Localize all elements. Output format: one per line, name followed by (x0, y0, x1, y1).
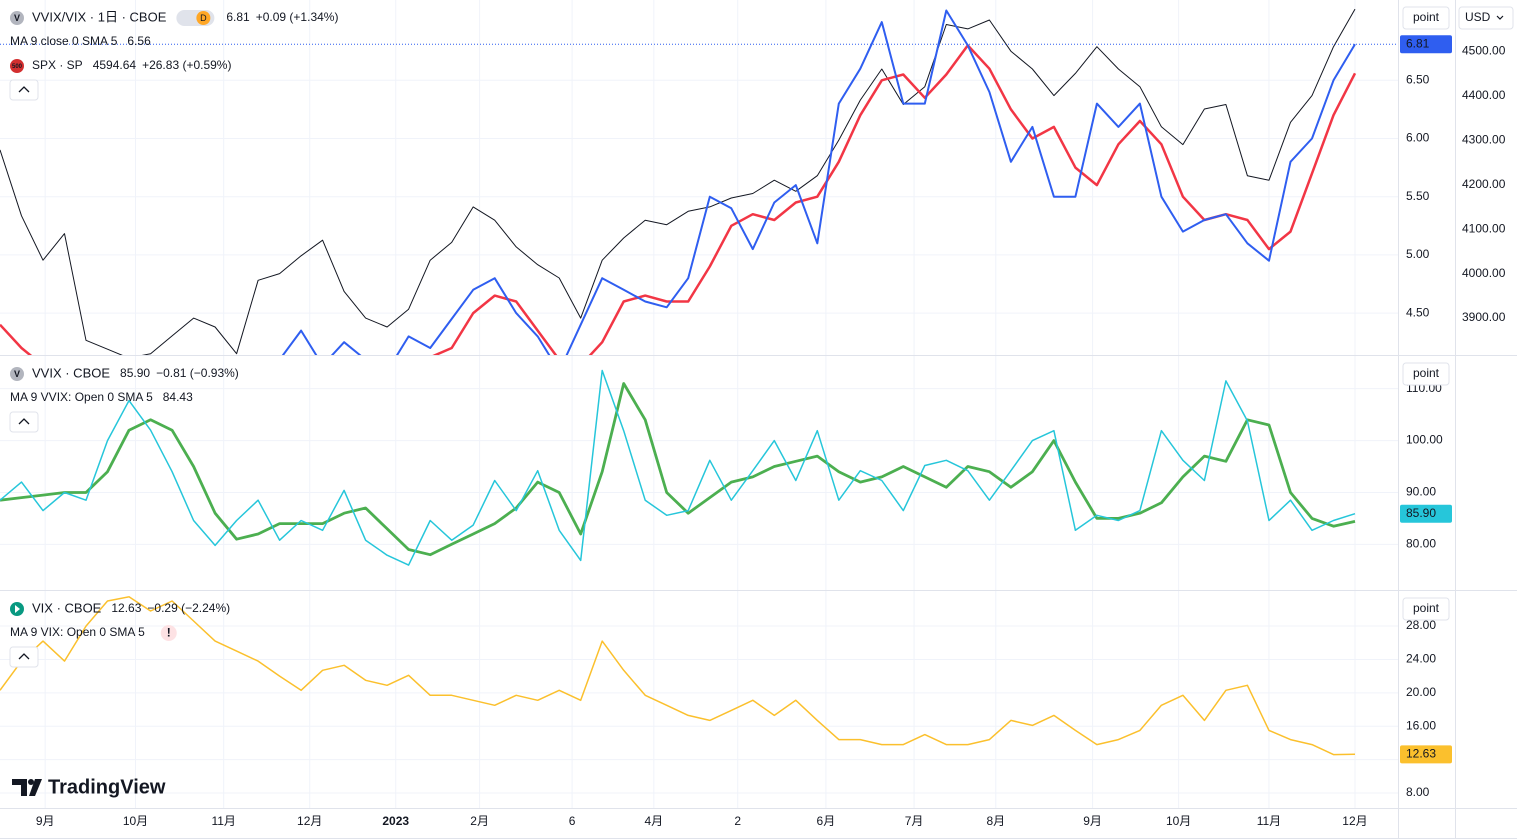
scale-mode-label[interactable]: point (1413, 10, 1440, 24)
line-series (0, 369, 1356, 566)
symbol-icon-text: V (14, 13, 20, 23)
last-value-label: 85.90 (1406, 506, 1436, 520)
scale-mode-button[interactable] (1402, 6, 1450, 30)
interval-badge-text: D (200, 13, 207, 23)
currency-button[interactable] (1458, 6, 1514, 30)
x-tick-label: 2月 (470, 814, 489, 828)
symbol-icon (10, 59, 24, 73)
legend-name: SPX · SP (32, 58, 83, 72)
last-value-box (1400, 504, 1452, 523)
symbol-icon-arrow (15, 605, 20, 613)
y-tick-label: 80.00 (1406, 537, 1436, 551)
indicator-name: MA 9 VIX: Open 0 SMA 5 (10, 625, 145, 639)
legend-name: VVIX · CBOE (32, 365, 110, 380)
line-series (0, 8, 1356, 355)
indicator-status-badge (160, 625, 177, 641)
x-tick-label: 6 (569, 814, 576, 828)
currency-chevron (1496, 15, 1504, 20)
currency-label[interactable]: USD (1465, 10, 1491, 24)
scale-mode-button[interactable] (1402, 597, 1450, 621)
x-tick-label: 12月 (297, 814, 322, 828)
last-value-box (1400, 35, 1452, 54)
collapse-chevron (18, 86, 30, 93)
scale-mode-label[interactable]: point (1413, 601, 1440, 615)
last-value-label: 6.81 (1406, 36, 1430, 50)
x-tick-label: 2023 (382, 814, 409, 828)
scale-mode-label[interactable]: point (1413, 366, 1440, 380)
legend-change: +0.09 (+1.34%) (256, 10, 339, 24)
line-series (0, 596, 1356, 756)
collapse-chevron (18, 653, 30, 660)
symbol-icon-text: 500 (12, 64, 23, 70)
y-tick-label: 6.00 (1406, 131, 1430, 145)
legend-name: MA 9 close 0 SMA 5 (10, 34, 118, 48)
legend-change: +26.83 (+0.59%) (142, 58, 231, 72)
scale-mode-button[interactable] (1402, 362, 1450, 386)
y2-tick-label: 4000.00 (1462, 266, 1506, 280)
collapse-chevron (18, 418, 30, 425)
x-tick-label: 8月 (986, 814, 1005, 828)
brand-logo (12, 779, 27, 796)
y2-tick-label: 3900.00 (1462, 310, 1506, 324)
collapse-button[interactable] (9, 646, 39, 668)
symbol-icon (10, 367, 24, 381)
x-tick-label: 11月 (1257, 814, 1281, 828)
brand-logo-dot (28, 779, 34, 785)
line-series (0, 44, 1357, 355)
brand-name: TradingView (48, 776, 166, 798)
last-value-box (1400, 745, 1452, 764)
collapse-button[interactable] (9, 411, 39, 433)
symbol-icon-text: V (14, 369, 20, 379)
x-tick-label: 12月 (1342, 814, 1367, 828)
y-tick-label: 90.00 (1406, 485, 1436, 499)
legend-value: 6.56 (127, 34, 151, 48)
x-tick-label: 4月 (644, 814, 663, 828)
y-tick-label: 28.00 (1406, 618, 1436, 632)
legend-value: 12.63 (111, 601, 141, 615)
interval-badge (196, 11, 211, 25)
legend-value: 6.81 (226, 10, 250, 24)
x-tick-label: 9月 (1083, 814, 1102, 828)
y-tick-label: 4.50 (1406, 305, 1430, 319)
legend-name: VIX · CBOE (32, 600, 102, 615)
legend-change: −0.81 (−0.93%) (156, 366, 239, 380)
indicator-status: ! (167, 626, 171, 640)
line-series (281, 9, 1356, 355)
y-tick-label: 100.00 (1406, 433, 1443, 447)
x-tick-label: 6月 (817, 814, 836, 828)
y2-tick-label: 4200.00 (1462, 177, 1506, 191)
y-tick-label: 8.00 (1406, 785, 1430, 799)
legend-name: VVIX/VIX · 1日 · CBOE (32, 9, 167, 24)
x-tick-label: 7月 (905, 814, 924, 828)
legend-value: 84.43 (163, 390, 193, 404)
collapse-button[interactable] (9, 79, 39, 101)
y-tick-label: 5.00 (1406, 247, 1430, 261)
y2-tick-label: 4100.00 (1462, 221, 1506, 235)
legend-name: MA 9 VVIX: Open 0 SMA 5 (10, 390, 153, 404)
brand-logo-slash (29, 779, 42, 796)
legend-value: 4594.64 (93, 58, 137, 72)
last-value-label: 12.63 (1406, 747, 1436, 761)
y-tick-label: 6.50 (1406, 72, 1430, 86)
x-tick-label: 11月 (211, 814, 235, 828)
x-tick-label: 10月 (123, 814, 148, 828)
symbol-icon (10, 11, 24, 25)
legend-value: 85.90 (120, 366, 150, 380)
legend-change: −0.29 (−2.24%) (147, 601, 230, 615)
y-tick-label: 16.00 (1406, 718, 1436, 732)
y-tick-label: 20.00 (1406, 685, 1436, 699)
y-tick-label: 24.00 (1406, 652, 1436, 666)
x-tick-label: 9月 (36, 814, 55, 828)
x-tick-label: 2 (734, 814, 741, 828)
y-tick-label: 5.50 (1406, 189, 1430, 203)
y2-tick-label: 4300.00 (1462, 132, 1506, 146)
y2-tick-label: 4500.00 (1462, 43, 1506, 57)
x-tick-label: 10月 (1166, 814, 1191, 828)
y2-tick-label: 4400.00 (1462, 88, 1506, 102)
